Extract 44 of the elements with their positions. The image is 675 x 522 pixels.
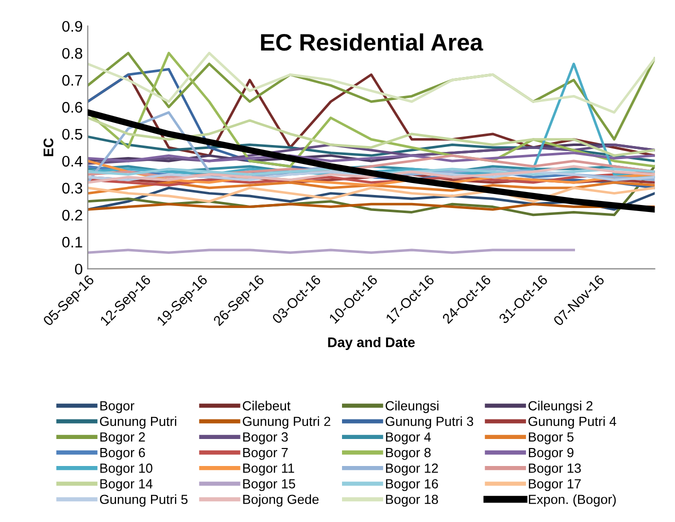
legend-label: Bogor 2 [100,432,145,444]
legend-label: Bogor 14 [100,479,152,492]
line-series [88,116,655,157]
legend-label: Gunung Putri [100,416,176,429]
x-axis-title: Day and Date [328,337,415,350]
y-tick-label: 0 [74,264,82,275]
line-series [88,52,655,114]
legend-label: Bogor 6 [100,448,145,460]
legend-label: Bogor [100,401,134,414]
legend-label: Gunung Putri 4 [528,416,616,429]
legend-label: Bogor 11 [243,464,294,476]
y-tick-label: 0.2 [62,210,82,221]
legend-label: Cileungsi [386,400,438,414]
legend-label: Bogor 15 [243,479,296,492]
y-tick-label: 0.5 [62,128,82,140]
legend-label: Bojong Gede [243,494,319,507]
legend-label: Bogor 7 [243,448,288,460]
y-tick-label: 0.7 [62,74,82,86]
legend-label: Bogor 17 [528,479,581,492]
legend-label: Bogor 3 [243,432,288,444]
y-axis-title: EC [44,138,54,156]
y-tick-label: 0.9 [62,20,82,32]
y-tick-label: 0.3 [62,182,82,194]
legend-label: Bogor 18 [386,494,438,507]
legend-label: Bogor 12 [386,464,438,476]
legend-label: Gunung Putri 2 [242,416,330,429]
y-tick-label: 0.4 [62,156,82,167]
line-series [88,186,655,203]
legend-label: Bogor 5 [528,432,574,444]
legend-label: Bogor 4 [386,432,431,444]
legend-label: Gunung Putri 3 [386,416,474,429]
legend-label: Expon. (Bogor) [528,494,616,507]
y-tick-label: 0.8 [62,48,82,59]
legend-label: Cileungsi 2 [528,400,592,414]
legend-label: Gunung Putri 5 [100,494,188,507]
legend-label: Bogor 16 [386,479,438,492]
chart-title: EC Residential Area [261,33,484,51]
y-tick-label: 0.1 [62,236,82,248]
legend-label: Bogor 9 [528,448,574,460]
legend-label: Bogor 13 [528,464,581,476]
legend-label: Bogor 8 [386,448,431,460]
legend-label: Cilebeut [242,400,290,410]
y-tick-label: 0.6 [62,102,82,113]
legend-label: Bogor 10 [100,464,152,476]
